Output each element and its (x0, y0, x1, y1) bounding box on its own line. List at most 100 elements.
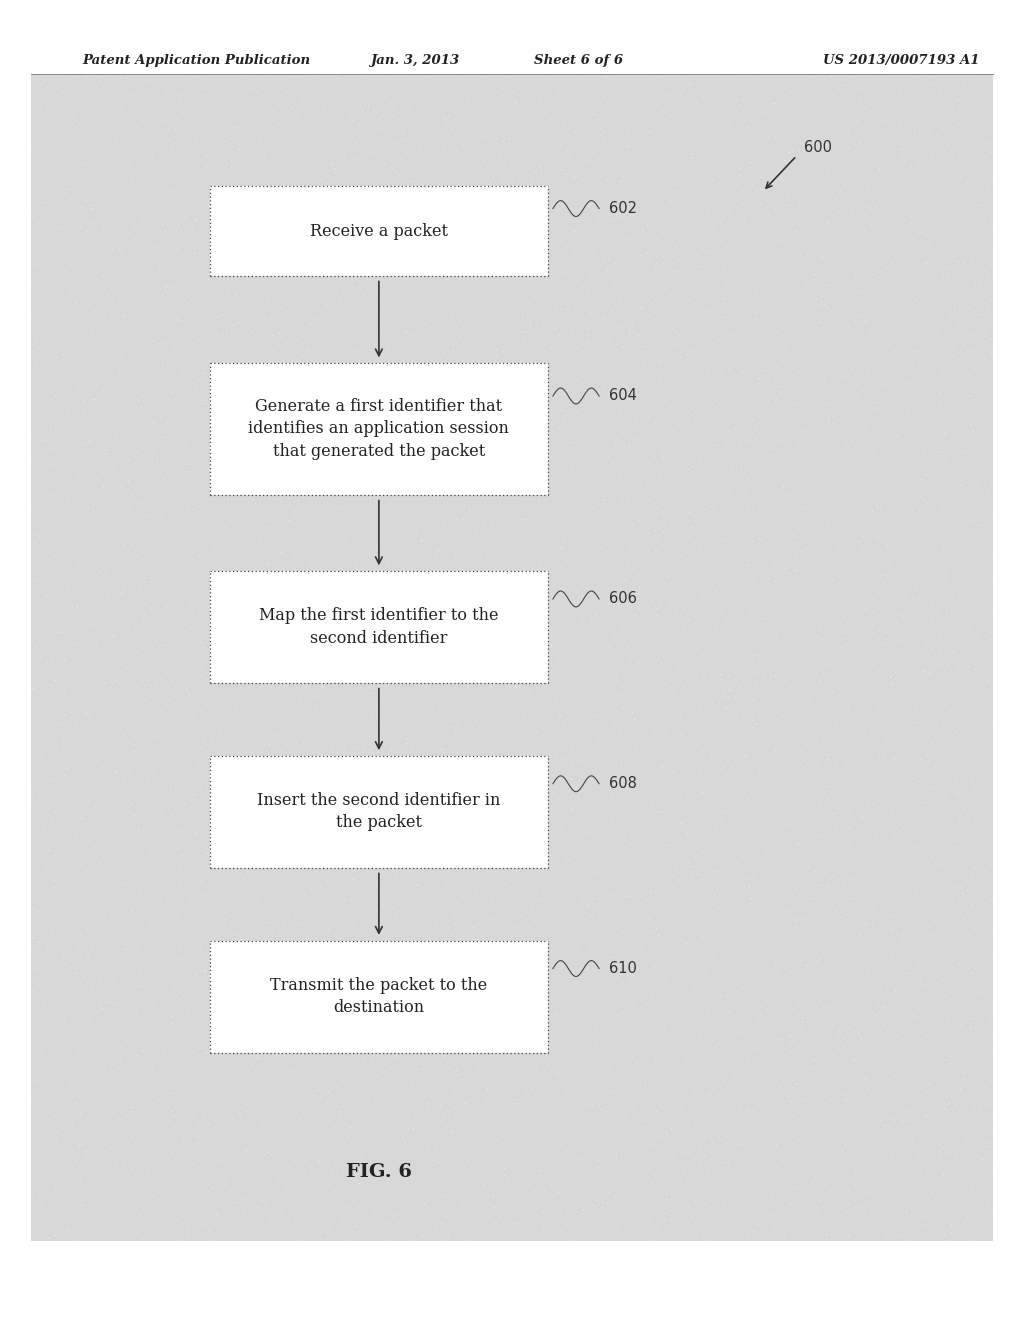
Point (421, 876, 437, 898)
Point (749, 334, 765, 355)
Point (488, 345, 505, 366)
Point (101, 834, 118, 855)
Point (311, 182, 328, 203)
Point (971, 473, 987, 494)
Point (507, 767, 523, 788)
Point (252, 82, 268, 103)
Point (964, 756, 980, 777)
Point (982, 83, 998, 104)
Point (884, 164, 900, 185)
Point (801, 512, 817, 533)
Point (344, 216, 360, 238)
Point (174, 383, 190, 404)
Point (254, 243, 270, 264)
Point (796, 541, 812, 562)
Point (241, 366, 257, 387)
Point (225, 381, 242, 403)
Point (124, 917, 140, 939)
Point (959, 818, 976, 840)
Point (612, 449, 629, 470)
Point (50, 968, 67, 989)
Point (606, 566, 623, 587)
Point (176, 692, 193, 713)
Point (312, 876, 329, 898)
Point (98, 477, 115, 498)
Point (251, 132, 267, 153)
Point (656, 969, 673, 990)
Point (144, 997, 161, 1018)
Point (982, 686, 998, 708)
Point (34, 309, 50, 330)
Point (635, 170, 651, 191)
Point (411, 843, 427, 865)
Point (337, 137, 353, 158)
Point (570, 88, 587, 110)
Point (511, 874, 527, 895)
Point (647, 66, 664, 87)
Point (512, 829, 528, 850)
Point (294, 907, 310, 928)
Point (564, 933, 581, 954)
Point (713, 986, 729, 1007)
Point (886, 128, 902, 149)
Point (676, 1047, 692, 1068)
Point (354, 997, 371, 1018)
Point (595, 1130, 611, 1151)
Point (252, 490, 268, 511)
Point (156, 972, 172, 993)
Point (236, 1185, 252, 1206)
Point (707, 972, 723, 993)
Point (812, 1181, 828, 1203)
Point (733, 378, 750, 399)
Point (196, 1063, 212, 1084)
Point (210, 1185, 226, 1206)
Point (767, 957, 783, 978)
Point (182, 1028, 199, 1049)
Point (427, 71, 443, 92)
Point (877, 995, 893, 1016)
Point (76, 684, 92, 705)
Point (864, 183, 881, 205)
Point (110, 964, 126, 985)
Point (944, 255, 961, 276)
Point (582, 313, 598, 334)
Point (503, 628, 519, 649)
Point (602, 583, 618, 605)
Point (420, 176, 436, 197)
Point (452, 92, 468, 114)
Point (262, 106, 279, 127)
Point (962, 701, 978, 722)
Point (535, 883, 551, 904)
Point (537, 692, 553, 713)
Point (856, 574, 872, 595)
Point (605, 1074, 622, 1096)
Point (837, 620, 853, 642)
Point (882, 228, 898, 249)
Point (623, 738, 639, 759)
Point (31, 651, 47, 672)
Point (447, 953, 464, 974)
Point (727, 1228, 743, 1249)
Point (474, 672, 490, 693)
Point (450, 793, 466, 814)
Point (816, 69, 833, 90)
Point (646, 1193, 663, 1214)
Point (134, 504, 151, 525)
Point (531, 253, 548, 275)
Point (946, 1125, 963, 1146)
Point (865, 90, 882, 111)
Point (243, 103, 259, 124)
Point (521, 685, 538, 706)
Point (888, 944, 904, 965)
Point (371, 1193, 387, 1214)
Point (971, 257, 987, 279)
Point (280, 640, 296, 661)
Point (815, 900, 831, 921)
Point (267, 246, 284, 267)
Point (310, 1226, 327, 1247)
Point (89, 570, 105, 591)
Point (857, 327, 873, 348)
Point (591, 746, 607, 767)
Point (263, 978, 280, 999)
Point (280, 521, 296, 543)
